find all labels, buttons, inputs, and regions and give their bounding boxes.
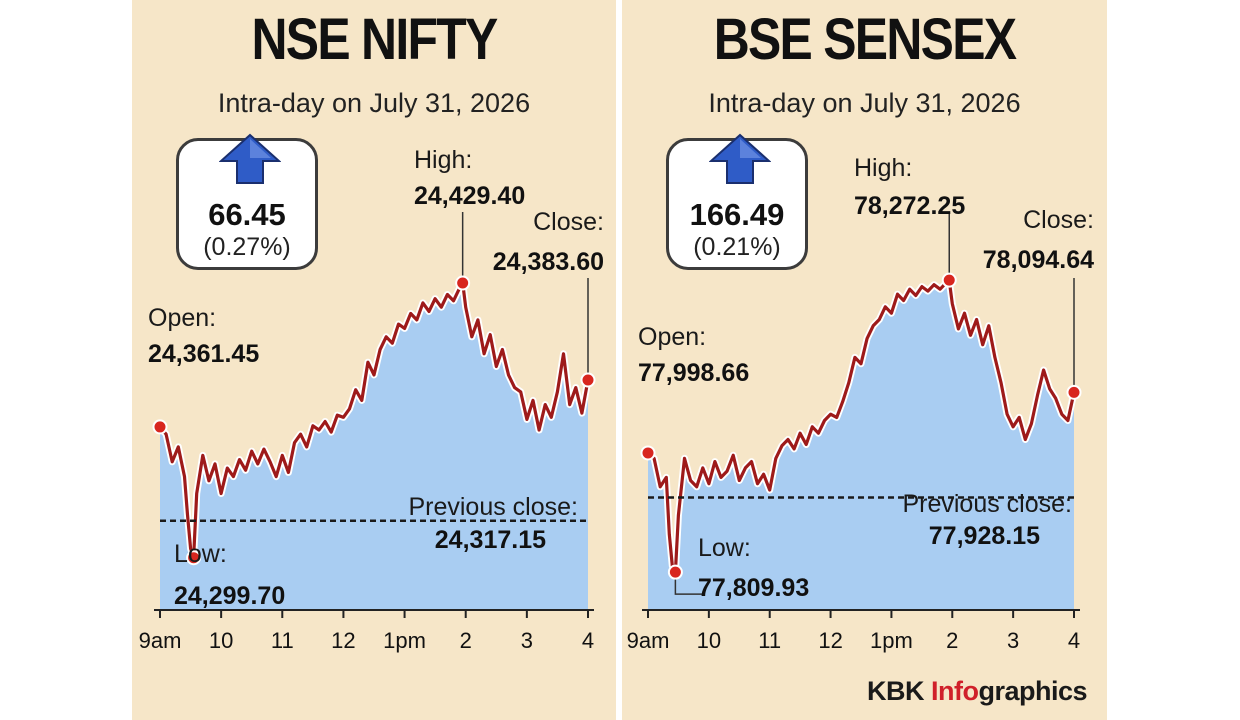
area-fill	[160, 283, 588, 610]
credit-accent: Info	[930, 676, 979, 706]
credit-rest: graphics	[978, 676, 1087, 706]
close-label: Close:	[533, 208, 604, 236]
x-tick-label: 11	[758, 628, 781, 653]
open-marker	[152, 419, 168, 435]
close-marker	[1066, 384, 1082, 400]
chart-subtitle: Intra-day on July 31, 2026	[217, 88, 531, 118]
x-tick-label: 3	[1007, 628, 1019, 653]
low-marker	[667, 564, 683, 580]
area-fill	[648, 280, 1074, 610]
open-marker	[640, 445, 656, 461]
previous-close-label: Previous close:	[408, 493, 578, 521]
previous-close-label: Previous close:	[902, 490, 1072, 518]
open-value: 77,998.66	[638, 359, 749, 387]
change-percent: (0.21%)	[693, 233, 781, 261]
close-value: 78,094.64	[983, 246, 1094, 274]
x-tick-label: 2	[946, 628, 958, 653]
previous-close-value: 24,317.15	[435, 526, 546, 554]
x-tick-label: 12	[818, 628, 842, 653]
low-value: 24,299.70	[174, 582, 285, 610]
credit-brand: KBK	[866, 676, 931, 706]
change-box: 66.45 (0.27%)	[176, 133, 318, 270]
close-marker	[580, 372, 596, 388]
low-label: Low:	[174, 540, 227, 568]
chart-title: BSE SENSEX	[713, 7, 1017, 72]
nifty-chart: 9am 10 11 12 1pm 2 3 4 Open: 24,361.45 Low: 24,299.…	[139, 146, 604, 653]
high-label: High:	[854, 154, 912, 182]
x-tick-label: 10	[209, 628, 233, 653]
high-marker	[941, 272, 957, 288]
x-tick-label: 4	[582, 628, 594, 653]
sensex-chart: 9am 10 11 12 1pm 2 3 4 Open: 77,998.66 Low: 77,809.…	[627, 154, 1094, 653]
up-arrow-icon	[709, 133, 771, 184]
series-line	[646, 278, 1076, 574]
low-value: 77,809.93	[698, 574, 809, 602]
high-value: 24,429.40	[414, 182, 525, 210]
open-label: Open:	[148, 304, 216, 332]
credit-logo: KBK Infographics	[866, 676, 1088, 707]
change-value: 66.45	[208, 197, 286, 232]
x-tick-label: 2	[460, 628, 472, 653]
previous-close-value: 77,928.15	[929, 522, 1040, 550]
x-tick-label: 10	[697, 628, 721, 653]
high-label: High:	[414, 146, 472, 174]
low-marker	[186, 550, 202, 566]
x-tick-label: 12	[331, 628, 355, 653]
open-label: Open:	[638, 323, 706, 351]
x-tick-label: 11	[271, 628, 294, 653]
low-label: Low:	[698, 534, 751, 562]
chart-subtitle: Intra-day on July 31, 2026	[708, 88, 1021, 118]
sensex-panel: BSE SENSEX Intra-day on July 31, 2026 9a…	[622, 0, 1107, 720]
change-percent: (0.27%)	[203, 233, 291, 261]
series-line	[158, 281, 590, 560]
x-tick-label: 4	[1068, 628, 1080, 653]
nifty-panel: NSE NIFTY Intra-day on July 31, 2026 9am…	[132, 0, 616, 720]
close-label: Close:	[1023, 206, 1094, 234]
x-tick-label: 3	[521, 628, 533, 653]
change-value: 166.49	[689, 197, 785, 232]
high-value: 78,272.25	[854, 192, 965, 220]
close-value: 24,383.60	[493, 248, 604, 276]
x-tick-label: 9am	[627, 628, 670, 653]
x-tick-label: 1pm	[870, 628, 913, 653]
up-arrow-icon	[219, 133, 281, 184]
chart-title: NSE NIFTY	[251, 7, 498, 72]
high-marker	[455, 275, 471, 291]
change-box: 166.49 (0.21%)	[666, 133, 808, 270]
open-value: 24,361.45	[148, 340, 259, 368]
x-tick-label: 1pm	[383, 628, 426, 653]
x-tick-label: 9am	[139, 628, 182, 653]
